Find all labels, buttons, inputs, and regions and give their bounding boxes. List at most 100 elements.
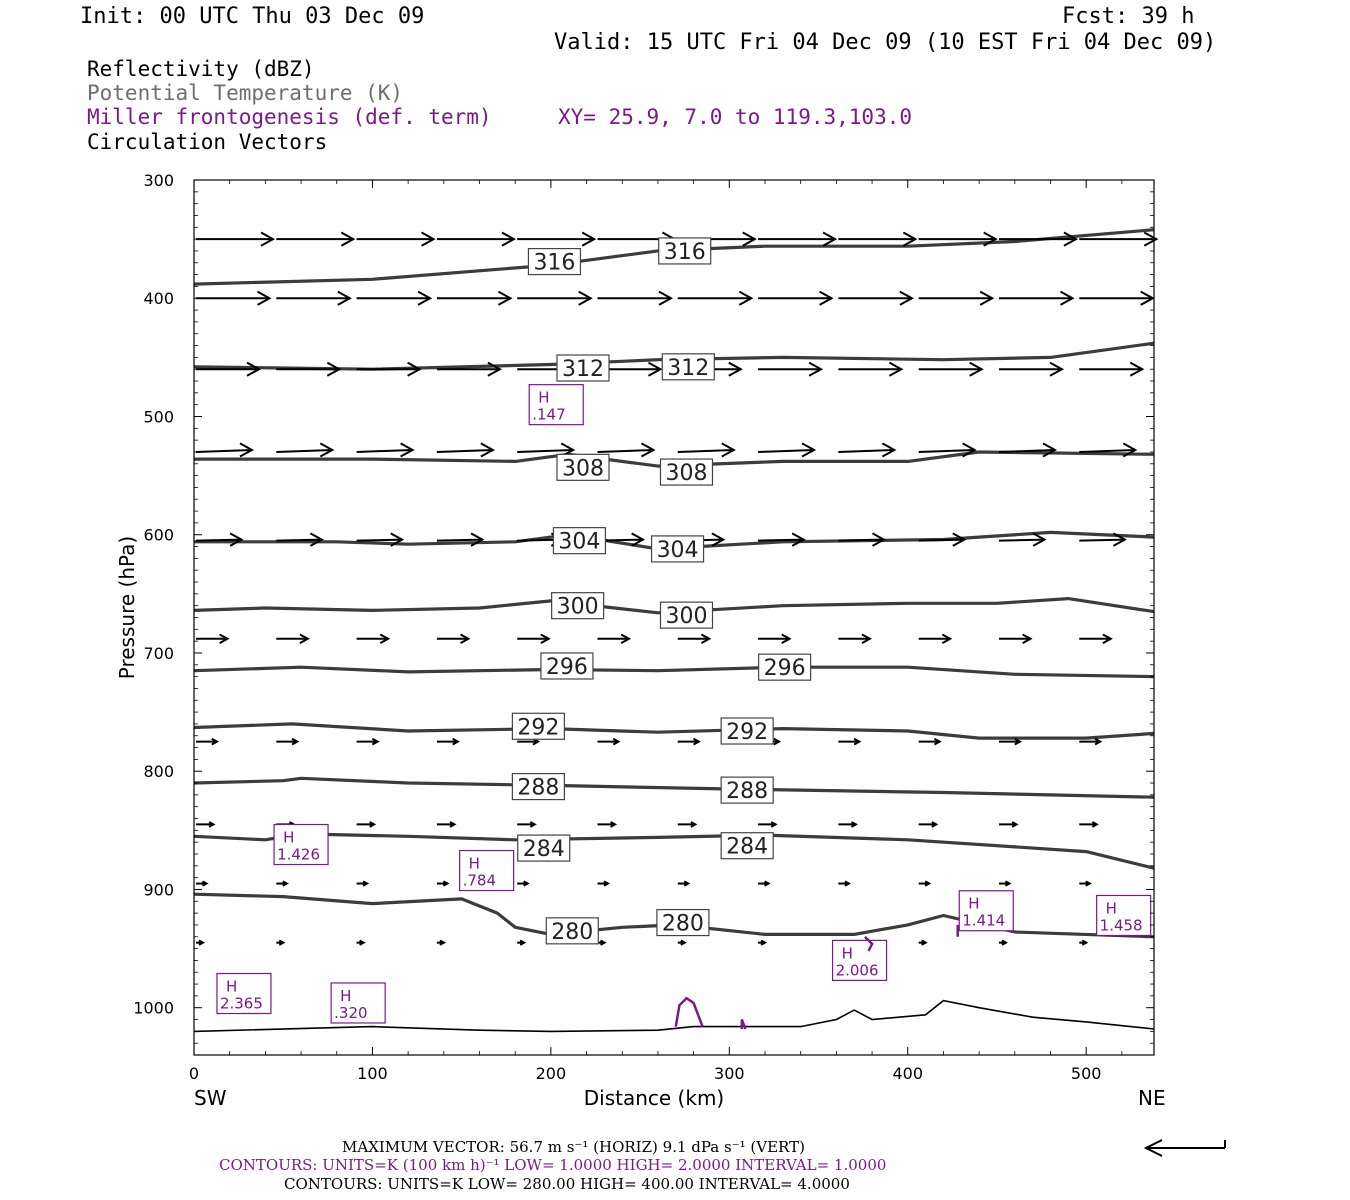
circulation-vector <box>998 633 1033 644</box>
frontogenesis-maximum: H.784 <box>459 849 515 892</box>
y-tick-label: 900 <box>143 880 174 899</box>
svg-text:1.458: 1.458 <box>1100 916 1143 934</box>
valid-time: Valid: 15 UTC Fri 04 Dec 09 (10 EST Fri … <box>554 30 1217 55</box>
svg-text:300: 300 <box>557 595 599 620</box>
circulation-vector <box>436 442 495 458</box>
svg-text:308: 308 <box>562 456 604 481</box>
circulation-vector <box>436 290 513 306</box>
contours-frontogenesis-note: CONTOURS: UNITS=K (100 km h)⁻¹ LOW= 1.00… <box>219 1156 887 1174</box>
svg-text:H: H <box>968 895 979 913</box>
circulation-vector <box>436 532 485 547</box>
svg-text:284: 284 <box>523 837 565 862</box>
circulation-vector <box>838 442 897 458</box>
reference-vector <box>1143 1139 1226 1157</box>
circulation-vector <box>196 880 209 887</box>
theta-contour-288 <box>193 776 1155 799</box>
circulation-vector <box>196 361 262 377</box>
circulation-vector <box>758 880 771 887</box>
circulation-vector <box>517 880 530 887</box>
theta-contour-label: 312 <box>661 353 715 381</box>
svg-text:308: 308 <box>665 461 707 486</box>
circulation-vector <box>356 361 422 377</box>
circulation-vector <box>1079 939 1089 946</box>
y-tick-label: 400 <box>143 289 174 308</box>
circulation-vector <box>356 821 377 828</box>
circulation-vector <box>436 939 446 946</box>
circulation-vector <box>918 231 998 247</box>
theta-contour-label: 292 <box>511 712 565 740</box>
circulation-vector <box>998 737 1023 746</box>
circulation-vector <box>597 821 618 828</box>
circulation-vector <box>918 532 967 547</box>
svg-text:312: 312 <box>667 356 709 381</box>
svg-text:284: 284 <box>726 835 768 860</box>
circulation-vector <box>597 442 656 458</box>
circulation-vector <box>196 821 216 828</box>
circulation-vector <box>758 939 768 946</box>
circulation-vector <box>677 442 736 458</box>
circulation-vector <box>677 880 691 887</box>
circulation-vector <box>196 737 220 746</box>
circulation-vector <box>356 290 433 306</box>
svg-text:2.365: 2.365 <box>220 995 263 1013</box>
frontogenesis-contour <box>740 1019 747 1030</box>
circulation-vector <box>1079 442 1138 458</box>
svg-text:H: H <box>283 829 294 847</box>
circulation-vector <box>436 231 516 247</box>
svg-text:304: 304 <box>657 538 699 563</box>
circulation-vector <box>517 821 537 828</box>
circulation-vector <box>1079 231 1159 247</box>
theta-contour-292 <box>193 722 1155 740</box>
svg-text:.784: .784 <box>463 872 496 890</box>
svg-text:H: H <box>226 978 237 996</box>
theta-contour-300 <box>193 597 1155 615</box>
circulation-vector <box>356 231 436 247</box>
frontogenesis-maximum: H1.414 <box>958 890 1014 932</box>
circulation-vector <box>195 532 244 547</box>
circulation-vector <box>1079 532 1127 547</box>
circulation-vector <box>195 442 255 458</box>
theta-contour-304 <box>194 530 1155 551</box>
theta-contour-label: 292 <box>720 717 774 745</box>
circulation-vector <box>517 290 593 306</box>
theta-contour-label: 300 <box>551 592 605 620</box>
frontogenesis-maximum: H1.458 <box>1096 894 1152 937</box>
circulation-vector <box>677 290 754 306</box>
x-tick-label: 500 <box>1071 1064 1102 1083</box>
circulation-vector <box>918 939 928 946</box>
circulation-vector <box>918 633 953 644</box>
circulation-vector <box>356 633 391 644</box>
y-tick-label: 300 <box>143 171 174 190</box>
circulation-vector <box>276 633 310 644</box>
circulation-vector <box>276 532 324 547</box>
circulation-vector <box>758 633 792 644</box>
circulation-vector <box>998 880 1012 887</box>
circulation-vector <box>356 880 370 887</box>
theta-contour-label: 300 <box>659 601 714 629</box>
x-tick-label: 400 <box>892 1064 923 1083</box>
x-tick-label: 0 <box>189 1064 199 1083</box>
theta-contour-label: 312 <box>556 354 610 382</box>
circulation-vector <box>838 737 862 746</box>
theta-contour-label: 296 <box>758 653 812 681</box>
circulation-vector <box>838 532 886 547</box>
theta-contour-label: 308 <box>556 453 610 481</box>
theta-contour-280 <box>193 892 1155 939</box>
circulation-vector <box>196 290 272 306</box>
svg-text:H: H <box>842 944 853 962</box>
svg-text:2.006: 2.006 <box>836 961 879 979</box>
theta-contour-label: 316 <box>658 237 712 265</box>
circulation-vector <box>998 939 1009 946</box>
circulation-vector <box>838 821 858 828</box>
circulation-vector <box>758 361 824 377</box>
circulation-vector <box>758 442 817 458</box>
init-time: Init: 00 UTC Thu 03 Dec 09 <box>80 4 425 29</box>
circulation-vector <box>356 532 405 547</box>
legend-reflectivity: Reflectivity (dBZ) <box>87 57 315 81</box>
frontogenesis-maximum: H2.006 <box>831 939 888 982</box>
svg-text:288: 288 <box>517 776 559 801</box>
circulation-vector <box>677 821 698 828</box>
x-end-label-ne: NE <box>1138 1086 1166 1110</box>
y-tick-label: 1000 <box>133 999 174 1018</box>
